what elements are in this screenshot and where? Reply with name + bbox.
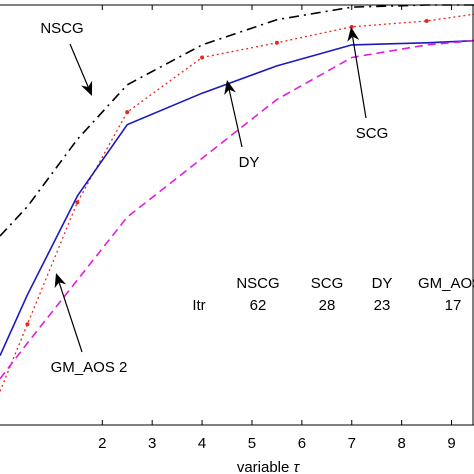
x-tick-label-6: 6	[298, 435, 306, 452]
series-marker-scg	[274, 40, 279, 45]
marker-layer	[25, 18, 429, 327]
arrow-gm-aos-2	[54, 273, 83, 353]
series-marker-scg	[75, 200, 80, 205]
series-marker-scg	[200, 55, 205, 60]
x-axis-label: variable τ	[237, 459, 301, 474]
table-row-label-itr: Itr	[192, 297, 205, 314]
series-line-dy	[0, 39, 474, 357]
arrow-dy	[224, 80, 243, 148]
x-axis-label-text: variable	[237, 459, 294, 474]
x-tick-label-2: 2	[98, 435, 106, 452]
arrow-nscg	[69, 43, 93, 96]
x-axis-label-symbol: τ	[294, 459, 301, 474]
x-tick-label-4: 4	[198, 435, 206, 452]
x-tick-label-9: 9	[447, 435, 455, 452]
arrow-scg	[347, 27, 367, 119]
x-tick-label-8: 8	[397, 435, 405, 452]
table-value-scg: 28	[319, 297, 336, 314]
x-tick-label-5: 5	[248, 435, 256, 452]
series-marker-scg	[125, 110, 130, 115]
series-marker-scg	[25, 322, 30, 327]
x-tick-label-3: 3	[148, 435, 156, 452]
annotation-gm-aos-2: GM_AOS 2	[51, 359, 128, 376]
table-header-scg: SCG	[311, 275, 344, 292]
table-value-dy: 23	[374, 297, 391, 314]
series-marker-scg	[424, 18, 429, 23]
table-header-gm-aos: GM_AOS	[418, 275, 474, 292]
series-marker-scg	[349, 24, 354, 29]
series-line-gm-aos-2	[0, 39, 474, 380]
iteration-table: NSCG SCG DY GM_AOS Itr 62 28 23 17	[192, 275, 474, 314]
table-value-gm-aos: 17	[445, 297, 462, 314]
x-tick-label-7: 7	[348, 435, 356, 452]
annotation-scg: SCG	[356, 125, 389, 142]
table-header-nscg: NSCG	[236, 275, 279, 292]
arrow-layer	[54, 27, 367, 353]
table-header-dy: DY	[372, 275, 393, 292]
table-value-nscg: 62	[250, 297, 267, 314]
annotation-dy: DY	[239, 154, 260, 171]
annotation-nscg: NSCG	[40, 20, 83, 37]
